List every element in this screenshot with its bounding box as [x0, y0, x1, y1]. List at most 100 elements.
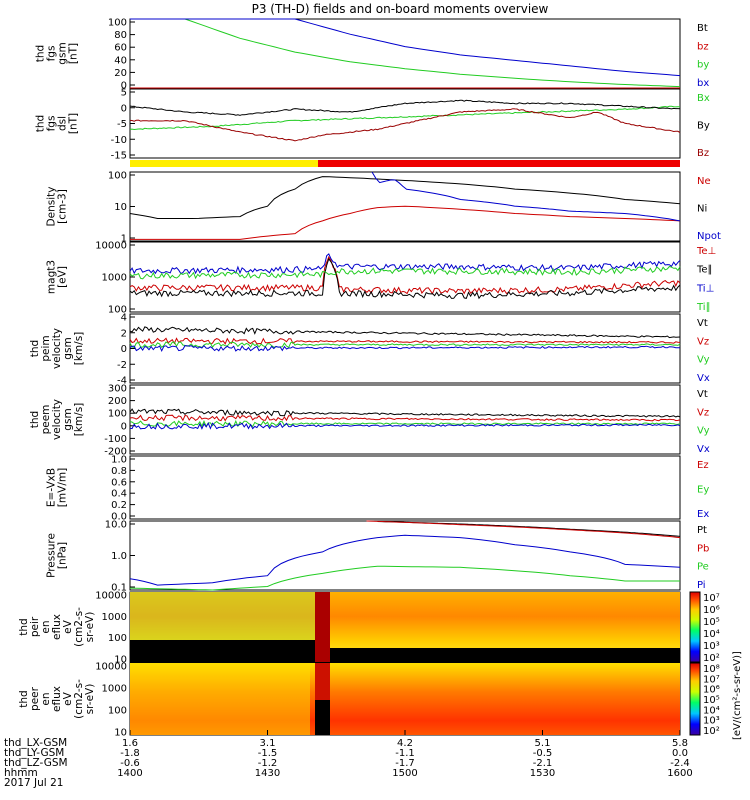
- colorbar-tick-label: 10⁶: [703, 685, 720, 696]
- ytick-label-fgs-gsm: 40: [114, 55, 127, 66]
- ytick-label-density: 10: [114, 202, 127, 213]
- ylabel-pressure: [nPa]: [57, 542, 69, 569]
- ytick-label-peem-velocity: -200: [104, 447, 127, 458]
- legend-Vt: Vt: [697, 389, 708, 400]
- ylabel-fgs-dsl: dsl: [57, 116, 69, 131]
- ytick-label-fgs-dsl: 5: [121, 88, 127, 99]
- peir-spectrogram: [130, 592, 680, 662]
- ylabel-peem-velocity: thd: [29, 411, 41, 428]
- ylabel-peer: sr-eV): [84, 684, 96, 715]
- ylabel-peem-velocity: peem: [40, 405, 52, 435]
- xaxis-value: -1.7: [395, 758, 415, 769]
- legend-bx: bx: [697, 78, 709, 89]
- ytick-label-peim-velocity: -4: [117, 376, 127, 387]
- series-peem-velocity-Vy: [129, 419, 681, 428]
- ytick-label-efield: 0.2: [111, 500, 127, 511]
- legend-Ey: Ey: [697, 485, 709, 496]
- ytick-label-peem-velocity: 200: [108, 396, 127, 407]
- panel-frame-mom-temp: [129, 241, 681, 313]
- colorbar-tick-label: 10⁸: [703, 664, 720, 675]
- xaxis-value: 0.0: [672, 748, 688, 759]
- legend-by: by: [697, 60, 709, 71]
- series-fgs-gsm-by: [130, 18, 681, 88]
- ylabel-peem-velocity: [km/s]: [73, 403, 85, 437]
- ylabel-efield: E=-VxB: [46, 468, 58, 507]
- colorbar-tick-label: 10⁵: [703, 617, 720, 628]
- ylabel-peer: en: [40, 692, 52, 705]
- ytick-label-peir: 10: [114, 655, 127, 666]
- mode-bar-fast: [318, 160, 680, 167]
- ylabel-fgs-gsm: [nT]: [68, 43, 80, 64]
- ylabel-fgs-gsm: thd: [35, 45, 47, 62]
- legend-Vx: Vx: [697, 373, 710, 384]
- legend-Ez: Ez: [697, 460, 709, 471]
- series-mom-temp-Te∥: [129, 257, 681, 300]
- ytick-label-mom-temp: 1000: [102, 273, 127, 284]
- xaxis-value: 1430: [255, 768, 280, 779]
- panel-frame-fgs-gsm: [129, 18, 681, 89]
- ylabel-peim-velocity: thd: [29, 340, 41, 357]
- legend-Vt: Vt: [697, 318, 708, 329]
- xaxis-value: -1.5: [258, 748, 278, 759]
- ytick-label-peer: 100: [108, 706, 127, 717]
- colorbar-tick-label: 10⁴: [703, 705, 720, 716]
- ylabel-peir: eV: [62, 619, 74, 633]
- ylabel-peer: thd: [18, 690, 30, 707]
- ytick-label-peem-velocity: 300: [108, 384, 127, 395]
- ylabel-efield: [mV/m]: [57, 468, 69, 507]
- ytick-label-mom-temp: 10000: [95, 241, 127, 252]
- ylabel-peir: (cm2-s-: [73, 607, 85, 647]
- ylabel-peer: peer: [29, 686, 41, 711]
- ytick-label-pressure: 0.1: [111, 583, 127, 594]
- ytick-label-peir: 100: [108, 633, 127, 644]
- ylabel-peer: eV: [62, 691, 74, 705]
- xaxis-value: -2.4: [670, 758, 690, 769]
- series-peem-velocity-Vz: [129, 414, 681, 422]
- ytick-label-peim-velocity: 4: [121, 313, 127, 324]
- series-density-Ni: [129, 176, 681, 219]
- xaxis-row-label: thd_LX-GSM: [4, 737, 67, 749]
- series-mom-temp-Ti∥: [129, 265, 681, 280]
- legend-Vz: Vz: [697, 407, 709, 418]
- xaxis-value: 1600: [667, 768, 692, 779]
- series-peem-velocity-Vt: [129, 408, 681, 418]
- xaxis-value: -1.8: [120, 748, 140, 759]
- legend-Bz: Bz: [697, 148, 709, 159]
- xaxis-value: 1500: [392, 768, 417, 779]
- ytick-label-fgs-dsl: 0: [121, 103, 127, 114]
- figure-title: P3 (TH-D) fields and on-board moments ov…: [252, 2, 549, 16]
- ylabel-peir: eflux: [51, 614, 63, 640]
- ytick-label-density: 1: [121, 234, 127, 245]
- ylabel-fgs-gsm: gsm: [57, 42, 69, 64]
- ytick-label-peer: 10000: [95, 662, 127, 673]
- ytick-label-peem-velocity: 100: [108, 409, 127, 420]
- series-peem-velocity-Vx: [129, 422, 681, 430]
- panel-frame-efield: [129, 455, 681, 520]
- legend-By: By: [697, 121, 710, 132]
- xaxis-value: -0.5: [533, 748, 553, 759]
- colorbar-tick-label: 10²: [703, 653, 720, 664]
- series-peim-velocity-Vz: [129, 337, 681, 345]
- xaxis-value: -2.1: [533, 758, 553, 769]
- ytick-label-peir: 1000: [102, 612, 127, 623]
- xaxis-value: -1.2: [258, 758, 278, 769]
- ytick-label-efield: 0.8: [111, 466, 127, 477]
- ylabel-density: Density: [46, 187, 58, 227]
- legend-Vz: Vz: [697, 336, 709, 347]
- ylabel-mom-temp: magt3: [46, 260, 58, 294]
- ylabel-peir: en: [40, 620, 52, 633]
- panel-frame-peem-velocity: [129, 384, 681, 455]
- ylabel-fgs-dsl: fgs: [46, 116, 58, 132]
- ylabel-peim-velocity: [km/s]: [73, 332, 85, 366]
- legend-Vy: Vy: [697, 426, 710, 437]
- xaxis-row-label: thd_LY-GSM: [4, 747, 64, 759]
- peer-colorbar: [689, 662, 701, 736]
- xaxis-value: 3.1: [260, 738, 276, 749]
- legend-Te⊥: Te⊥: [696, 246, 716, 257]
- peer-spectrogram: [130, 663, 680, 735]
- legend-Pi: Pi: [697, 580, 706, 591]
- ytick-label-peir: 10000: [95, 591, 127, 602]
- date-label: 2017 Jul 21: [4, 777, 63, 789]
- series-pressure-Pi: [129, 534, 681, 586]
